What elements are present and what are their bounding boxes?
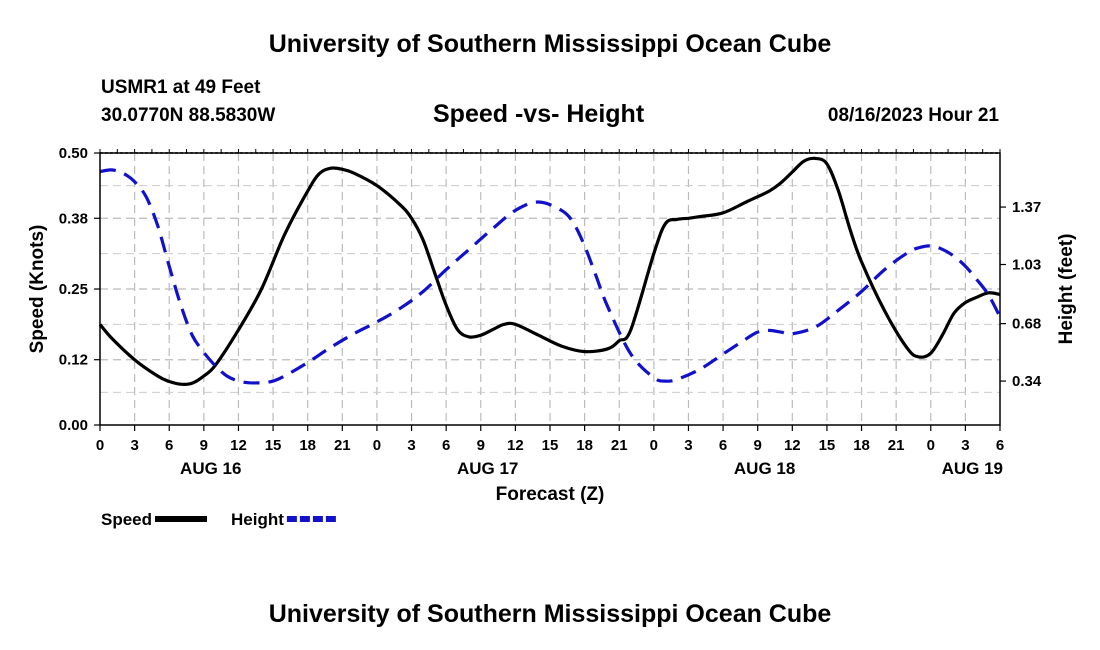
x-tick-label: 18	[576, 437, 593, 454]
x-axis-label: Forecast (Z)	[496, 484, 605, 505]
x-tick-label: 9	[754, 437, 762, 454]
station-name: USMR1 at 49 Feet	[101, 77, 261, 98]
x-tick-label: 21	[611, 437, 628, 454]
date-label: AUG 19	[942, 459, 1003, 478]
bottom-title: University of Southern Mississippi Ocean…	[268, 600, 832, 628]
x-tick-label: 9	[477, 437, 485, 454]
series-line-speed	[98, 156, 1001, 386]
legend-label-speed: Speed	[101, 510, 152, 529]
date-label: AUG 18	[734, 459, 795, 478]
chart-subtitle: Speed -vs- Height	[433, 100, 645, 128]
x-tick-label: 15	[542, 437, 559, 454]
y-tick-label: 0.50	[59, 145, 88, 162]
x-tick-label: 3	[130, 437, 138, 454]
x-tick-label: 18	[853, 437, 870, 454]
x-tick-label: 15	[819, 437, 836, 454]
legend-label-height: Height	[231, 510, 284, 529]
x-tick-label: 21	[888, 437, 905, 454]
x-tick-label: 0	[927, 437, 935, 454]
y-axis-label: Speed (Knots)	[27, 225, 48, 354]
y-tick-label: 0.25	[59, 281, 88, 298]
x-tick-label: 12	[507, 437, 524, 454]
x-tick-label: 12	[784, 437, 801, 454]
x-tick-label: 0	[96, 437, 104, 454]
y2-tick-label: 0.34	[1012, 373, 1042, 390]
chart-series	[98, 156, 1002, 386]
x-tick-label: 3	[407, 437, 415, 454]
chart-legend: Speed Height	[101, 510, 339, 529]
x-tick-label: 6	[996, 437, 1004, 454]
x-tick-label: 6	[165, 437, 173, 454]
axis-ticks: 0 3 6 9 12 15 18 21 0 3 6 9 12 15 18 21 0 3 6 9 12 15 18 21 0 3 6A…	[59, 145, 1042, 478]
page-title: University of Southern Mississippi Ocean…	[268, 30, 832, 58]
x-tick-label: 15	[265, 437, 282, 454]
y2-tick-label: 1.03	[1012, 257, 1041, 274]
x-tick-label: 6	[442, 437, 450, 454]
x-tick-label: 21	[334, 437, 351, 454]
x-tick-label: 0	[373, 437, 381, 454]
y-tick-label: 0.12	[59, 352, 88, 369]
y-tick-label: 0.38	[59, 210, 88, 227]
x-tick-label: 0	[650, 437, 658, 454]
x-tick-label: 3	[684, 437, 692, 454]
x-tick-label: 12	[230, 437, 247, 454]
y-tick-label: 0.00	[59, 417, 88, 434]
date-label: AUG 16	[180, 459, 241, 478]
y2-axis-label: Height (feet)	[1056, 234, 1077, 345]
x-tick-label: 6	[719, 437, 727, 454]
x-tick-label: 18	[299, 437, 316, 454]
date-label: AUG 17	[457, 459, 518, 478]
y2-tick-label: 1.37	[1012, 199, 1041, 216]
series-line-height	[99, 168, 1002, 385]
x-tick-label: 9	[200, 437, 208, 454]
forecast-datetime: 08/16/2023 Hour 21	[827, 105, 999, 126]
station-coordinates: 30.0770N 88.5830W	[101, 105, 276, 126]
chart-grid	[100, 152, 1000, 425]
x-tick-label: 3	[961, 437, 969, 454]
y2-tick-label: 0.68	[1012, 316, 1041, 333]
